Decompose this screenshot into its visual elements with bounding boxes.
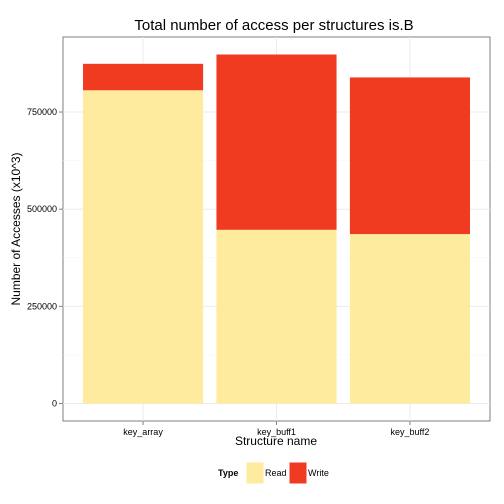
y-tick-label: 250000	[27, 301, 57, 311]
bar-key_buff2-read	[349, 234, 470, 404]
bar-key_buff1-write	[216, 54, 337, 230]
legend: Type Read Write	[218, 461, 329, 485]
x-tick-label: key_array	[123, 427, 163, 437]
legend-label-write: Write	[308, 468, 329, 478]
y-axis-ticks: 0 250000 500000 750000	[27, 107, 63, 409]
x-axis-ticks: key_array key_buff1 key_buff2	[123, 421, 429, 437]
y-tick-label: 500000	[27, 204, 57, 214]
chart-title: Total number of access per structures is…	[134, 17, 413, 34]
legend-key-read	[245, 461, 265, 485]
x-axis-title: Structure name	[235, 434, 317, 448]
bar-key_array-read	[83, 90, 204, 404]
legend-label-read: Read	[265, 468, 287, 478]
x-tick-label: key_buff2	[391, 427, 430, 437]
y-tick-label: 0	[52, 399, 57, 409]
bar-key_array-write	[83, 63, 204, 91]
bar-key_buff1-read	[216, 229, 337, 404]
bars	[83, 54, 470, 404]
y-tick-label: 750000	[27, 107, 57, 117]
y-axis-title: Number of Accesses (x10^3)	[9, 152, 23, 305]
legend-key-write	[288, 461, 308, 485]
x-tick-label: key_buff1	[257, 427, 296, 437]
legend-title: Type	[218, 468, 238, 478]
bar-key_buff2-write	[349, 77, 470, 235]
